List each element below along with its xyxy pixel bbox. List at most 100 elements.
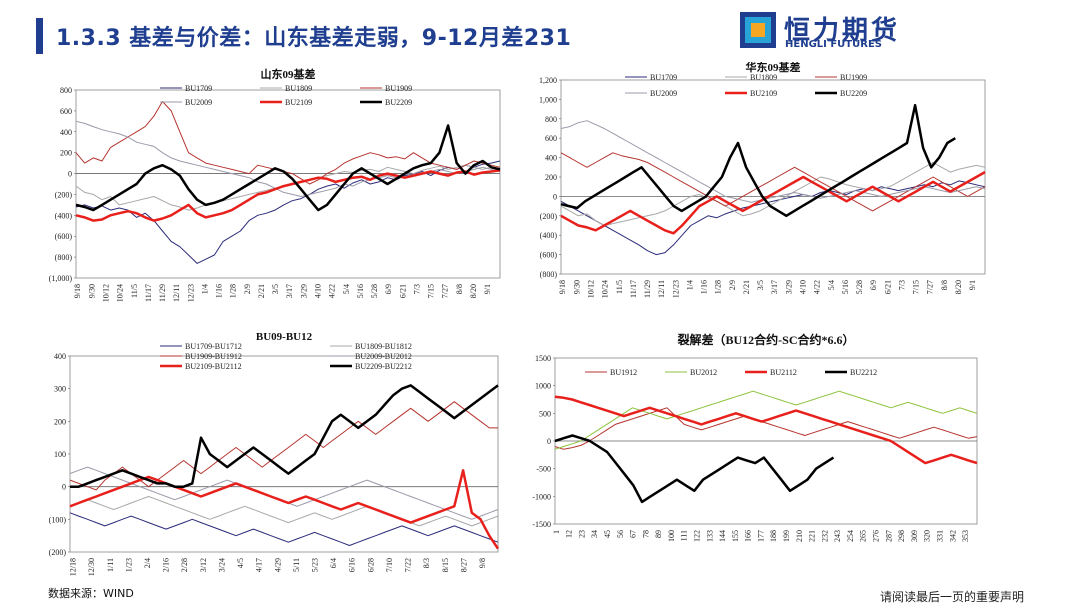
x-tick-label: 56 xyxy=(616,530,625,538)
legend-label: BU1809 xyxy=(285,84,312,93)
bu09-bu12-spread-chart: 400 300 200 100 0 (100) (200) 12/18 12/30 1/11 1/2… xyxy=(30,328,510,580)
x-tick-label: 6/21 xyxy=(883,280,892,294)
y-tick-label: (400) xyxy=(55,211,73,220)
y-tick-label: 1500 xyxy=(535,354,551,363)
y-tick-label: 800 xyxy=(60,86,72,95)
huadong-basis-svg: 1,200 1,000 800 600 400 200 0 (200) (400) (600) (8… xyxy=(539,62,986,298)
y-tick-label: 1,200 xyxy=(539,76,557,85)
x-tick-label: 3/17 xyxy=(285,284,294,298)
x-tick-label: 243 xyxy=(833,530,842,542)
series-line-bu2209 xyxy=(75,124,501,212)
x-tick-label: 12/18 xyxy=(69,558,78,576)
x-tick-label: 9/30 xyxy=(572,280,581,294)
huadong-basis-chart: 1,200 1,000 800 600 400 200 0 (200) (400) (600) (8… xyxy=(515,62,995,322)
data-source-note: 数据来源：WIND xyxy=(48,587,134,600)
legend-label: BU2012 xyxy=(690,368,717,377)
legend-label: BU2112 xyxy=(770,368,797,377)
x-tick-label: 9/30 xyxy=(87,284,96,298)
x-tick-label: 8/20 xyxy=(469,284,478,298)
y-tick-label: -500 xyxy=(536,465,551,474)
x-tick-label: 188 xyxy=(769,530,778,542)
x-tick-label: 144 xyxy=(718,530,727,542)
x-tick-label: 166 xyxy=(744,530,753,542)
y-tick-label: (800) xyxy=(540,270,558,279)
legend-label: BU1909 xyxy=(385,84,412,93)
legend-label: BU2109 xyxy=(750,89,777,98)
x-tick-label: 11/29 xyxy=(158,284,167,302)
x-tick-label: 9/18 xyxy=(558,280,567,294)
x-tick-label: 8/3 xyxy=(422,558,431,568)
series-line-bu1809 xyxy=(560,162,986,226)
series-line-bu2209-bu2212 xyxy=(70,384,499,488)
x-tick-label: 5/4 xyxy=(342,284,351,294)
y-tick-label: (400) xyxy=(540,231,558,240)
legend-label: BU2212 xyxy=(850,368,877,377)
legend-label: BU2109 xyxy=(285,98,312,107)
series-line-bu2009 xyxy=(560,120,986,203)
x-tick-label: 7/10 xyxy=(385,558,394,572)
legend-label: BU1909-BU1912 xyxy=(185,352,242,361)
x-tick-label: 3/17 xyxy=(770,280,779,294)
legend-label: BU2209-BU2212 xyxy=(355,362,412,371)
x-tick-label: 122 xyxy=(693,530,702,542)
x-tick-label: 5/28 xyxy=(855,280,864,294)
x-tick-label: 8/15 xyxy=(441,558,450,572)
chart-title: 裂解差（BU12合约-SC合约*6.6） xyxy=(676,332,854,347)
x-tick-label: 12/23 xyxy=(186,284,195,302)
x-tick-label: 5/11 xyxy=(292,558,301,572)
x-tick-label: 2/21 xyxy=(742,280,751,294)
x-tick-label: 4/22 xyxy=(813,280,822,294)
x-tick-label: 5/16 xyxy=(356,284,365,298)
y-tick-label: 200 xyxy=(545,173,557,182)
x-tick-label: 1/11 xyxy=(106,558,115,572)
y-tick-label: 1,000 xyxy=(539,95,557,104)
y-tick-label: (1,000) xyxy=(49,274,73,283)
logo-name: 恒力期货 xyxy=(784,16,901,46)
x-tick-label: 10/12 xyxy=(587,280,596,298)
x-tick-label: 10/24 xyxy=(601,280,610,298)
x-tick-label: 5/16 xyxy=(841,280,850,294)
x-tick-label: 4/22 xyxy=(328,284,337,298)
x-tick-label: 6/16 xyxy=(348,558,357,572)
x-tick-label: 5/23 xyxy=(310,558,319,572)
x-tick-label: 1/28 xyxy=(714,280,723,294)
x-tick-label: 6/9 xyxy=(384,284,393,294)
y-tick-label: (600) xyxy=(55,232,73,241)
x-tick-label: 9/8 xyxy=(478,558,487,568)
legend-label: BU1912 xyxy=(610,368,637,377)
x-tick-label: 9/1 xyxy=(483,284,492,294)
y-tick-label: 600 xyxy=(60,107,72,116)
y-tick-label: 200 xyxy=(60,149,72,158)
logo-subtitle: HENGLI FUTURES xyxy=(785,39,882,50)
x-tick-label: 7/15 xyxy=(912,280,921,294)
chart-title: 山东09基差 xyxy=(261,67,316,81)
header-accent-bar xyxy=(36,18,43,54)
plot-frame xyxy=(75,89,501,279)
y-tick-label: (200) xyxy=(55,190,73,199)
x-tick-label: 8/8 xyxy=(940,280,949,290)
x-tick-label: 331 xyxy=(935,530,944,542)
x-tick-label: 1/4 xyxy=(200,284,209,294)
x-tick-label: 3/12 xyxy=(199,558,208,572)
x-tick-label: 1/16 xyxy=(215,284,224,298)
x-tick-label: 7/3 xyxy=(897,280,906,290)
series-line-bu1909 xyxy=(560,152,986,212)
x-tick-label: 11/29 xyxy=(643,280,652,298)
x-tick-label: 4/10 xyxy=(314,284,323,298)
x-tick-label: 4/10 xyxy=(799,280,808,294)
x-tick-label: 199 xyxy=(782,530,791,542)
x-tick-label: 7/3 xyxy=(412,284,421,294)
x-tick-label: 5/28 xyxy=(370,284,379,298)
x-tick-label: 353 xyxy=(961,530,970,542)
x-tick-label: 4/17 xyxy=(255,558,264,572)
y-tick-label: 400 xyxy=(60,128,72,137)
legend-label: BU1709 xyxy=(650,73,677,82)
series-line-bu2209 xyxy=(560,103,956,218)
legend-label: BU2209 xyxy=(840,89,867,98)
x-tick-label: 12/11 xyxy=(657,280,666,298)
x-tick-label: 2/9 xyxy=(243,284,252,294)
x-tick-label: 342 xyxy=(948,530,957,542)
x-tick-label: 210 xyxy=(795,530,804,542)
x-tick-label: 2/16 xyxy=(162,558,171,572)
x-tick-label: 1 xyxy=(552,530,561,534)
